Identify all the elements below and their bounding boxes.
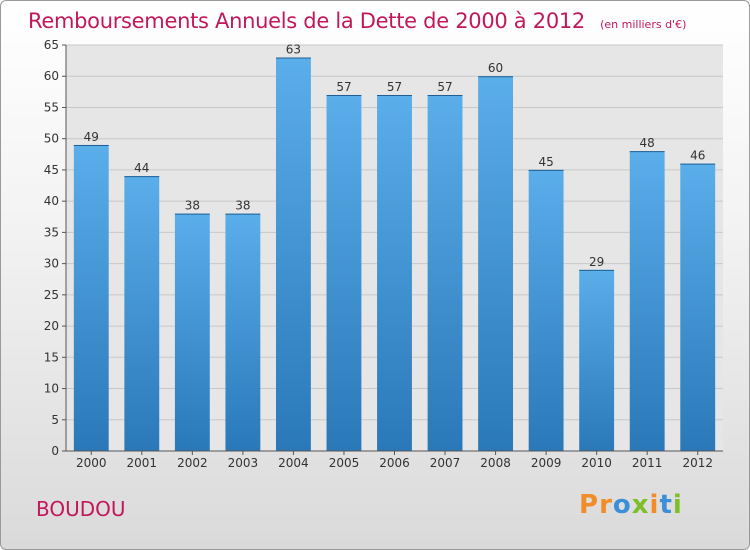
- data-label: 48: [640, 136, 655, 150]
- y-tick-label: 10: [44, 382, 59, 396]
- y-tick-label: 55: [44, 100, 59, 114]
- bar: [73, 144, 109, 451]
- logo-letter: t: [659, 490, 673, 520]
- bar: [174, 213, 210, 451]
- data-label: 46: [690, 149, 705, 163]
- logo-letter: r: [599, 490, 613, 520]
- bar: [225, 213, 261, 451]
- data-label: 38: [235, 199, 250, 213]
- data-label: 45: [538, 155, 553, 169]
- bar: [275, 57, 311, 451]
- y-tick-label: 45: [44, 163, 59, 177]
- x-tick-label: 2005: [329, 456, 360, 470]
- y-tick-label: 60: [44, 69, 59, 83]
- y-tick-label: 30: [44, 257, 59, 271]
- bar: [478, 76, 514, 451]
- bar: [629, 151, 665, 451]
- data-label: 57: [437, 80, 452, 94]
- title-row: Remboursements Annuels de la Dette de 20…: [28, 9, 686, 33]
- logo-letter: o: [612, 490, 632, 520]
- logo-letter: i: [649, 490, 660, 520]
- chart-title: Remboursements Annuels de la Dette de 20…: [28, 9, 585, 33]
- x-tick-label: 2001: [127, 456, 158, 470]
- proxiti-logo[interactable]: Proxiti: [579, 490, 683, 520]
- y-tick-label: 25: [44, 288, 59, 302]
- y-tick-label: 35: [44, 225, 59, 239]
- bar: [579, 269, 615, 451]
- y-tick-label: 65: [44, 38, 59, 52]
- x-tick-label: 2003: [228, 456, 259, 470]
- x-tick-label: 2004: [278, 456, 309, 470]
- x-tick-label: 2008: [480, 456, 511, 470]
- data-label: 57: [387, 80, 402, 94]
- bar: [427, 94, 463, 451]
- y-tick-label: 50: [44, 132, 59, 146]
- data-label: 49: [84, 130, 99, 144]
- x-tick-label: 2002: [177, 456, 208, 470]
- data-label: 60: [488, 61, 503, 75]
- bar: [528, 169, 564, 451]
- data-label: 29: [589, 255, 604, 269]
- x-tick-label: 2000: [76, 456, 107, 470]
- y-tick-label: 20: [44, 319, 59, 333]
- bars: [73, 57, 716, 451]
- y-tick-label: 40: [44, 194, 59, 208]
- y-tick-label: 15: [44, 350, 59, 364]
- data-label: 38: [185, 199, 200, 213]
- y-tick-label: 0: [51, 444, 59, 458]
- logo-letter: x: [631, 490, 650, 520]
- bar: [326, 94, 362, 451]
- x-tick-label: 2007: [430, 456, 461, 470]
- logo-letter: i: [672, 490, 683, 520]
- x-tick-label: 2006: [379, 456, 410, 470]
- x-tick-label: 2010: [581, 456, 612, 470]
- y-tick-label: 5: [51, 413, 59, 427]
- bar: [680, 163, 716, 451]
- data-label: 57: [336, 80, 351, 94]
- axes: [62, 44, 723, 455]
- logo-letter: P: [579, 490, 600, 520]
- commune-name: BOUDOU: [36, 497, 126, 521]
- data-label: 63: [286, 42, 301, 56]
- bar: [377, 94, 412, 451]
- x-tick-label: 2009: [531, 456, 562, 470]
- data-label: 44: [134, 161, 149, 175]
- labels: 0 5 10 15 20 25 30 35 40 45 50 55 60 65 49 2000 44 2001 38…: [44, 38, 713, 470]
- unit-note: (en milliers d'€): [600, 18, 687, 31]
- x-tick-label: 2012: [682, 456, 713, 470]
- bar: [124, 176, 160, 451]
- x-tick-label: 2011: [632, 456, 663, 470]
